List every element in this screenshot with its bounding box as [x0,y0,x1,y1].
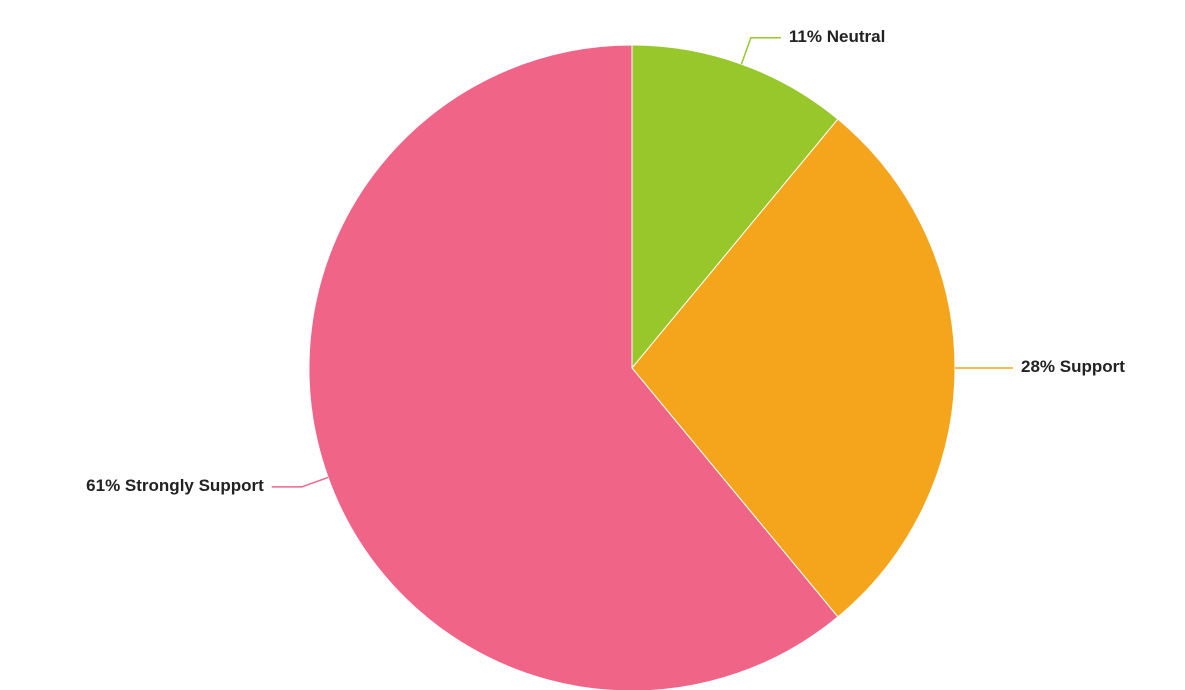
slice-category: Strongly Support [125,476,264,495]
leader-line [271,476,329,488]
slice-value-label: 11% [789,27,822,46]
slice-value-label: 61% [86,476,120,495]
pie-slice [308,44,839,690]
slice-label: 11% Neutral [789,27,885,46]
slice-category: Neutral [827,27,886,46]
leader-line [740,37,781,65]
pie-slice [631,44,839,370]
slice-value-label: 28% [1021,357,1055,376]
slice-category: Support [1060,357,1125,376]
slice-label: 28% Support [1021,357,1125,376]
slice-label: 61% Strongly Support [86,476,264,495]
